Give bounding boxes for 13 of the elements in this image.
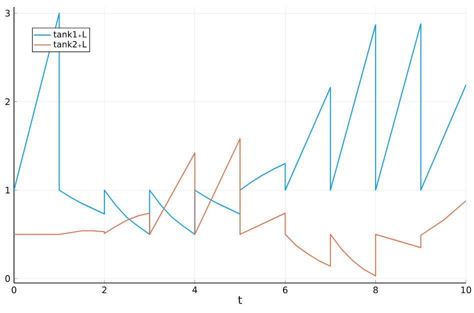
x-tick-label: 8 bbox=[373, 286, 378, 294]
y-tick-label: 3 bbox=[5, 10, 10, 17]
y-tick-label: 0 bbox=[5, 275, 10, 282]
legend-label: tank1₊L bbox=[54, 30, 87, 38]
legend-label: tank2₊L bbox=[54, 40, 87, 48]
x-tick-label: 10 bbox=[461, 286, 472, 294]
x-tick-label: 6 bbox=[282, 286, 288, 294]
x-tick-label: 2 bbox=[102, 286, 106, 294]
x-tick-label: 4 bbox=[192, 286, 198, 294]
y-tick-label: 2 bbox=[5, 98, 10, 105]
x-axis-title: t bbox=[238, 296, 242, 304]
y-tick-label: 1 bbox=[6, 186, 10, 194]
x-tick-label: 0 bbox=[12, 286, 16, 294]
